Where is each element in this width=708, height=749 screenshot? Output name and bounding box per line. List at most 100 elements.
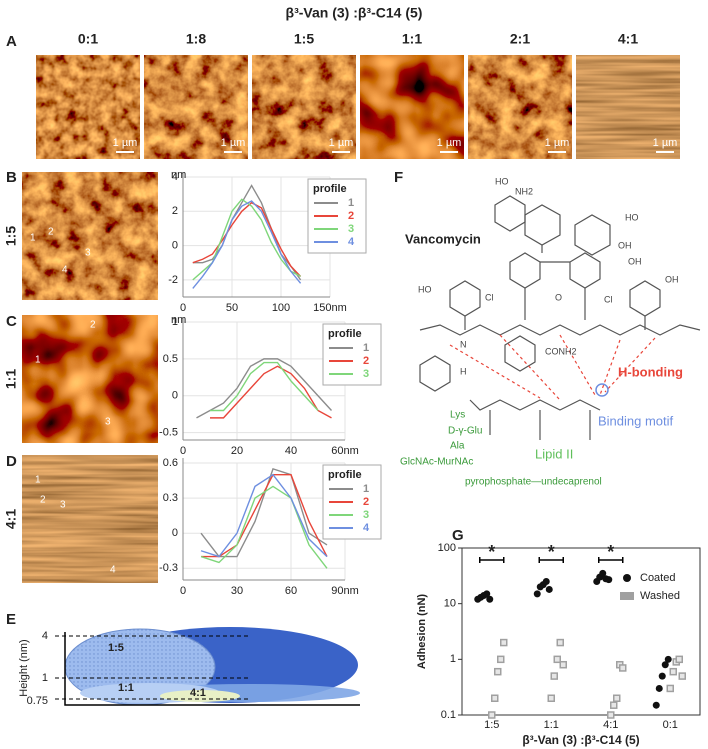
profile-line: [200, 485, 328, 569]
y-tick-label: 0.1: [441, 709, 456, 721]
panel-label: E: [6, 611, 16, 628]
x-tick-label: 20: [231, 445, 243, 457]
y-tick-label: 4: [172, 171, 178, 183]
afm-image: [576, 55, 680, 159]
profile-marker: 3: [60, 500, 66, 511]
y-tick-label: 1: [172, 316, 178, 328]
shape-label: 1:1: [118, 682, 134, 694]
shape-label: 1:5: [108, 642, 124, 654]
y-axis-label: Adhesion (nN): [416, 594, 428, 669]
profile-marker: 4: [110, 565, 116, 576]
point: [556, 638, 564, 647]
profile-line: [210, 365, 332, 419]
significance-bracket: [598, 557, 624, 563]
y-tick-label: 0.5: [163, 353, 178, 365]
y-tick-label: 1: [42, 672, 48, 684]
scale-label: 1 µm: [221, 137, 246, 149]
legend-label: 2: [363, 496, 369, 508]
panel-a: 0:1 1 µm 1:8 1 µm 1:5 1 µm 1:1 1 µm 2:1 1 µm 4:1 1 …: [36, 31, 680, 159]
y-tick-label: 2: [172, 205, 178, 217]
point: [661, 661, 669, 669]
point: [488, 711, 496, 719]
atom-label: O: [555, 292, 562, 302]
point: [652, 701, 660, 709]
ratio-label: 1:5: [294, 31, 314, 47]
y-axis-label: nm: [171, 169, 186, 181]
point: [500, 638, 508, 647]
binding-motif-label: Binding motif: [598, 413, 674, 428]
significance-label: *: [488, 542, 495, 562]
point: [553, 655, 561, 664]
x-tick-label: 40: [285, 445, 297, 457]
profile-marker: 4: [62, 265, 68, 276]
legend-swatch: [623, 574, 631, 582]
lipid-label: Lipid II: [535, 446, 573, 461]
point: [613, 694, 621, 702]
legend-label: 1: [363, 483, 369, 495]
row-label: 1:1: [3, 369, 19, 389]
x-tick-label: 30: [231, 585, 243, 597]
profile-line: [192, 201, 302, 277]
tail-label: pyrophosphate—undecaprenol: [465, 477, 602, 488]
panel-label: B: [6, 169, 17, 186]
atom-label: N: [460, 339, 467, 349]
x-tick-label: 4:1: [603, 719, 618, 731]
point: [675, 655, 683, 664]
legend-label: 3: [348, 223, 354, 235]
atom-label: HO: [418, 284, 432, 294]
binding-site: [595, 383, 609, 397]
afm-image: [22, 172, 158, 300]
significance-label: *: [548, 542, 555, 562]
point: [669, 667, 677, 676]
y-tick-label: 10: [444, 598, 456, 610]
ratio-label: 2:1: [510, 31, 530, 47]
point: [666, 684, 674, 693]
atom-label: H: [460, 366, 467, 376]
afm-image: [468, 55, 572, 159]
point: [664, 655, 672, 663]
legend-label: 2: [348, 210, 354, 222]
atom-label: NH2: [515, 186, 533, 196]
panel-f: Vancomycin H-bonding Binding motif Lipid II…: [400, 176, 701, 488]
legend-label: 4: [363, 522, 370, 534]
atom-label: CONH2: [545, 346, 577, 356]
point: [494, 667, 502, 676]
y-tick-label: -2: [168, 274, 178, 286]
x-tick-label: 100: [272, 302, 290, 314]
x-tick-label: 1:5: [484, 719, 499, 731]
profile-line: [200, 467, 328, 558]
profile-marker: 2: [48, 227, 54, 238]
x-tick-label: 60nm: [331, 445, 359, 457]
scale-label: 1 µm: [437, 137, 462, 149]
y-tick-label: 4: [42, 630, 48, 642]
ratio-label: 4:1: [618, 31, 638, 47]
point: [559, 660, 567, 669]
y-tick-label: 0.6: [163, 457, 178, 469]
significance-bracket: [538, 557, 564, 563]
legend-label: Coated: [640, 572, 675, 584]
panel-label: C: [6, 313, 17, 330]
legend-label: 1: [363, 342, 369, 354]
y-axis-label: nm: [171, 314, 186, 326]
atom-label: Cl: [485, 292, 494, 302]
x-tick-label: 0:1: [663, 719, 678, 731]
point: [655, 684, 663, 692]
panel-g: 0.1 1 10 100 Adhesion (nN) β³-Van (3) :β³-C14…: [416, 542, 701, 747]
legend-swatch: [620, 592, 634, 600]
scale-label: 1 µm: [653, 137, 678, 149]
x-tick-label: 90nm: [331, 585, 359, 597]
panel-label: F: [394, 169, 403, 186]
row-label: 1:5: [3, 226, 19, 246]
atom-label: Cl: [604, 294, 613, 304]
y-tick-label: 0.3: [163, 492, 178, 504]
y-tick-label: 0: [172, 390, 178, 402]
afm-image: [22, 315, 158, 443]
afm-image: [360, 55, 464, 159]
atom-label: HO: [495, 176, 509, 186]
profile-marker: 2: [90, 320, 96, 331]
row-label: 4:1: [3, 509, 19, 529]
afm-image: [36, 55, 140, 159]
chain-label: D-γ-Glu: [448, 426, 482, 437]
